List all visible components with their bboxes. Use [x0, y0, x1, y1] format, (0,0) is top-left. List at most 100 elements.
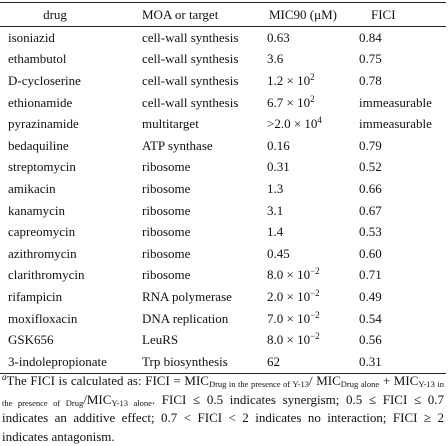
cell-exponent: −2	[310, 266, 320, 277]
footnote-marker: a	[2, 372, 7, 382]
table-cell: 0.54	[359, 310, 382, 326]
cell-base: 1.2 × 10	[267, 72, 311, 88]
table-row: rifampicin RNA polymerase 2.0 × 10−2 0.49	[0, 286, 446, 308]
table-row: GSK656 LeuRS 8.0 × 10−2 0.56	[0, 329, 446, 351]
table-cell: 0.84	[359, 29, 382, 45]
table-cell: 8.0 × 10−2	[259, 265, 351, 287]
table-cell: 0.16	[267, 137, 290, 153]
cell-base: 2.0 × 10	[267, 288, 311, 304]
table-cell: ribosome	[142, 267, 191, 283]
footnote-subscript: Drug in the presence of Y-13	[208, 379, 309, 389]
table-cell: 8.0 × 10−2	[259, 329, 351, 351]
footnote-subscript: Y-13 in the presence of Drug	[2, 379, 444, 408]
table-cell: cell-wall synthesis	[142, 29, 239, 45]
table-row: 3-indolepropionate Trp biosynthesis 62 0.31	[0, 351, 446, 373]
table-cell: 1.4	[267, 224, 284, 240]
table-cell: 0.45	[267, 245, 290, 261]
column-header: MOA or target	[142, 6, 219, 22]
table-cell: kanamycin	[8, 202, 66, 218]
footnote-text: /MIC	[83, 391, 112, 407]
table-cell: 0.78	[359, 72, 382, 88]
table-row: azithromycin ribosome 0.45 0.60	[0, 243, 446, 265]
table-row: isoniazid cell-wall synthesis 0.63 0.84	[0, 27, 446, 49]
table-cell: >2.0 × 104	[259, 113, 351, 135]
table-row: ethambutol cell-wall synthesis 3.6 0.75	[0, 49, 446, 71]
table-cell: 3.1	[267, 202, 284, 218]
table-cell: 0.63	[267, 29, 290, 45]
table-cell: multitarget	[142, 116, 199, 132]
table-cell: Trp biosynthesis	[142, 353, 228, 369]
table-cell: RNA polymerase	[142, 288, 232, 304]
cell-base: 6.7 × 10	[267, 94, 311, 110]
table-cell: 0.71	[359, 267, 382, 283]
table-cell: ribosome	[142, 180, 191, 196]
table-row: pyrazinamide multitarget >2.0 × 104 immeasu…	[0, 113, 446, 135]
table-cell: 0.60	[359, 245, 382, 261]
table-row: D-cycloserine cell-wall synthesis 1.2 × 10…	[0, 70, 446, 92]
cell-base: 8.0 × 10	[267, 332, 311, 348]
table-row: moxifloxacin DNA replication 7.0 × 10−2 0.5…	[0, 308, 446, 330]
table-header: drug MOA or target MIC90 (μM) FICI	[0, 2, 446, 27]
table-cell: 3-indolepropionate	[8, 353, 107, 369]
table-cell: cell-wall synthesis	[142, 72, 239, 88]
table-cell: 0.66	[359, 180, 382, 196]
table-cell: 0.56	[359, 332, 382, 348]
table-cell: 7.0 × 10−2	[259, 308, 351, 330]
table-cell: 0.31	[359, 353, 382, 369]
table-row: bedaquiline ATP synthase 0.16 0.79	[0, 135, 446, 157]
footnote-subscript: Y-13 alone	[111, 397, 152, 408]
column-header: drug	[43, 6, 67, 22]
table-cell: 0.67	[359, 202, 382, 218]
table-row: amikacin ribosome 1.3 0.66	[0, 178, 446, 200]
table-cell: 6.7 × 102	[259, 92, 351, 114]
column-header: MIC90 (μM)	[269, 6, 337, 22]
table-cell: D-cycloserine	[8, 72, 81, 88]
table-cell: ribosome	[142, 202, 191, 218]
table-cell: azithromycin	[8, 245, 77, 261]
table-cell: 1.2 × 102	[259, 70, 351, 92]
footnote-text: + MIC	[379, 373, 419, 388]
table-cell: pyrazinamide	[8, 116, 79, 132]
cell-exponent: 4	[317, 115, 322, 126]
table-row: streptomycin ribosome 0.31 0.52	[0, 157, 446, 179]
table-row: capreomycin ribosome 1.4 0.53	[0, 221, 446, 243]
table-body: isoniazid cell-wall synthesis 0.63 0.84 etha…	[0, 27, 446, 373]
table-cell: 0.49	[359, 288, 382, 304]
cell-exponent: −2	[310, 331, 320, 342]
table-cell: clarithromycin	[8, 267, 85, 283]
cell-exponent: 2	[310, 93, 315, 104]
table-cell: 3.6	[267, 51, 284, 67]
table-cell: bedaquiline	[8, 137, 69, 153]
table-row: kanamycin ribosome 3.1 0.67	[0, 200, 446, 222]
footnote: aThe FICI is calculated as: FICI = MICDr…	[2, 372, 444, 446]
table-cell: rifampicin	[8, 288, 63, 304]
table-cell: 0.75	[359, 51, 382, 67]
table-cell: ribosome	[142, 245, 191, 261]
table-cell: 62	[267, 353, 280, 369]
data-table: drug MOA or target MIC90 (μM) FICI isoniazi…	[0, 2, 446, 374]
table-cell: ribosome	[142, 224, 191, 240]
cell-base: 7.0 × 10	[267, 310, 311, 326]
table-cell: ATP synthase	[142, 137, 213, 153]
table-cell: GSK656	[8, 332, 54, 348]
table-cell: immeasurable	[359, 94, 432, 110]
table-cell: cell-wall synthesis	[142, 94, 239, 110]
table-cell: LeuRS	[142, 332, 179, 348]
table-cell: 0.53	[359, 224, 382, 240]
cell-exponent: −2	[310, 287, 320, 298]
table-cell: 0.31	[267, 159, 290, 175]
cell-exponent: 2	[310, 71, 315, 82]
cell-exponent: −2	[310, 309, 320, 320]
table-cell: moxifloxacin	[8, 310, 78, 326]
column-header: FICI	[371, 6, 396, 22]
table-cell: 2.0 × 10−2	[259, 286, 351, 308]
table-cell: ethambutol	[8, 51, 67, 67]
cell-base: >2.0 × 10	[267, 116, 318, 132]
header-row: drug MOA or target MIC90 (μM) FICI	[0, 2, 446, 27]
footnote-text: / MIC	[308, 373, 341, 388]
table-cell: capreomycin	[8, 224, 76, 240]
table-cell: ribosome	[142, 159, 191, 175]
table-cell: 1.3	[267, 180, 284, 196]
table-cell: streptomycin	[8, 159, 76, 175]
